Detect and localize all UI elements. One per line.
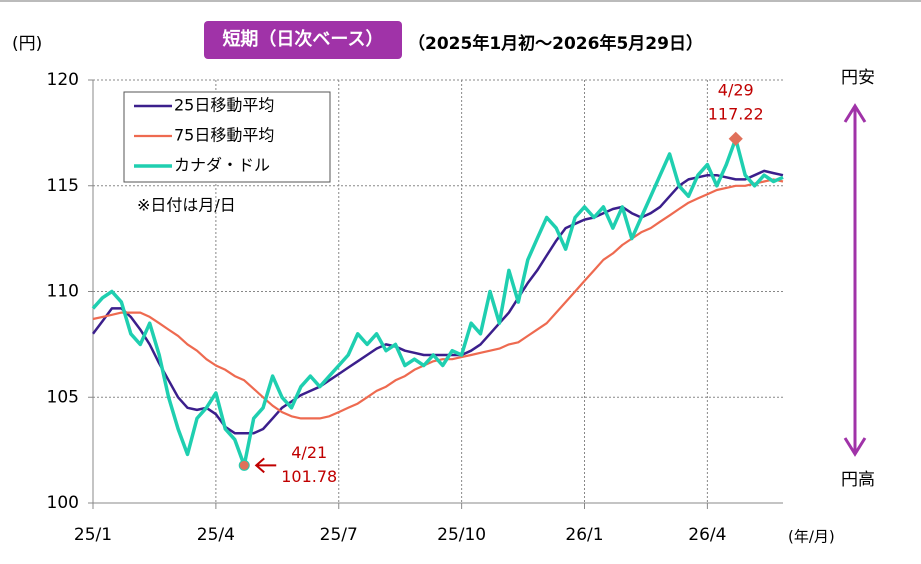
title-box — [204, 21, 402, 59]
legend-label: 75日移動平均 — [174, 126, 274, 145]
y-tick-label: 115 — [47, 176, 79, 196]
x-tick-label: 25/7 — [320, 525, 358, 545]
y-tick-label: 105 — [47, 387, 79, 407]
x-tick-label: 26/1 — [565, 525, 603, 545]
annotation-label: 4/21 — [291, 443, 327, 462]
x-tick-label: 25/4 — [197, 525, 235, 545]
chart-title: 短期（日次ベース） — [222, 28, 383, 50]
annotation-arrow — [254, 457, 277, 474]
x-axis-label: (年/月) — [788, 528, 835, 546]
note: ※日付は月/日 — [137, 196, 236, 215]
legend-label: 25日移動平均 — [174, 96, 274, 115]
series-line — [91, 137, 784, 468]
y-tick-label: 120 — [47, 70, 79, 90]
series-line — [91, 169, 784, 435]
upper-label: 円安 — [841, 68, 875, 88]
annotation-marker — [238, 459, 250, 471]
legend-label: カナダ・ドル — [174, 156, 270, 175]
annotation-marker — [728, 131, 743, 146]
y-tick-label: 110 — [47, 282, 79, 302]
y-tick-label: 100 — [47, 493, 79, 513]
y-axis-label: (円) — [12, 34, 42, 54]
chart-subtitle: （2025年1月初～2026年5月29日） — [408, 33, 703, 54]
direction-arrow — [843, 103, 867, 457]
lower-label: 円高 — [841, 470, 875, 490]
x-tick-label: 25/1 — [74, 525, 112, 545]
x-tick-label: 25/10 — [437, 525, 486, 545]
annotation-value: 117.22 — [708, 104, 764, 123]
annotation-value: 101.78 — [281, 467, 337, 486]
x-tick-label: 26/4 — [688, 525, 726, 545]
annotation-label: 4/29 — [718, 80, 754, 99]
